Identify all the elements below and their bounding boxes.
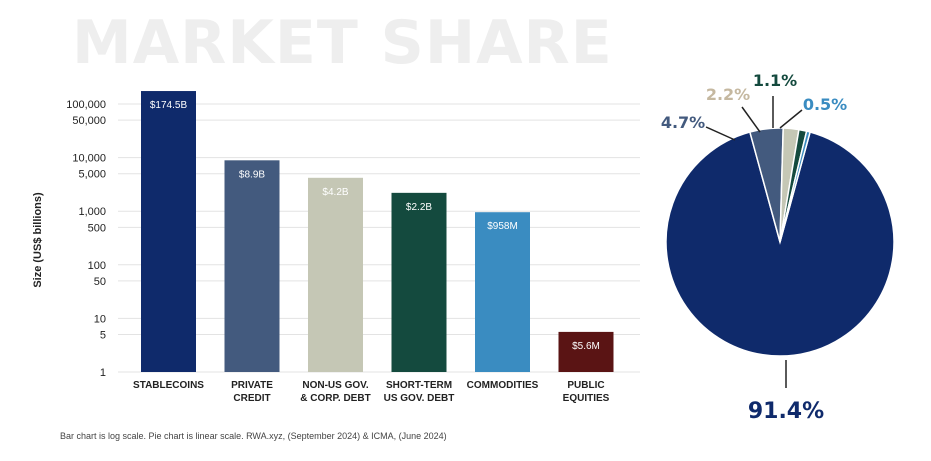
category-label: US GOV. DEBT: [384, 393, 455, 404]
pie-slice-label: 91.4%: [748, 399, 824, 424]
bar: [141, 91, 196, 372]
bar-data-label: $958M: [487, 221, 518, 232]
y-tick-label: 10,000: [72, 153, 106, 165]
pie-slice-label: 1.1%: [753, 71, 797, 90]
category-label: SHORT-TERM: [386, 380, 452, 391]
category-label: COMMODITIES: [467, 380, 539, 391]
bar: [558, 331, 614, 372]
y-tick-label: 1,000: [78, 206, 106, 218]
page-title: MARKET SHARE: [72, 8, 613, 78]
category-label: NON-US GOV.: [302, 380, 369, 391]
category-label: EQUITIES: [563, 393, 610, 404]
y-tick-label: 50,000: [72, 115, 106, 127]
category-label: STABLECOINS: [133, 380, 204, 391]
y-tick-label: 5: [100, 330, 106, 342]
pie-slice-label: 4.7%: [661, 113, 705, 132]
pie-slice: [665, 131, 895, 357]
pie-leader-line: [779, 109, 803, 129]
y-tick-label: 10: [94, 313, 106, 325]
bar-data-label: $5.6M: [572, 341, 600, 352]
y-tick-label: 500: [88, 222, 106, 234]
pie-leader-line: [741, 106, 761, 133]
category-label: PUBLIC: [567, 380, 604, 391]
pie-slice-label: 0.5%: [803, 95, 847, 114]
bar-data-label: $174.5B: [150, 100, 188, 111]
bar: [391, 192, 447, 372]
bar: [475, 212, 530, 372]
y-tick-label: 50: [94, 276, 106, 288]
category-label: PRIVATE: [231, 380, 273, 391]
category-label: CREDIT: [233, 393, 270, 404]
y-tick-label: 100,000: [66, 99, 106, 111]
bar-data-label: $2.2B: [406, 202, 432, 213]
footnote: Bar chart is log scale. Pie chart is lin…: [60, 431, 447, 441]
y-tick-label: 1: [100, 367, 106, 379]
pie-slice-label: 2.2%: [706, 85, 750, 104]
category-label: & CORP. DEBT: [300, 393, 370, 404]
bar-data-label: $8.9B: [239, 169, 265, 180]
pie-slice: [779, 130, 812, 243]
y-tick-label: 5,000: [78, 169, 106, 181]
pie-leader-line: [705, 126, 736, 141]
y-tick-label: 100: [88, 260, 106, 272]
bar-data-label: $4.2B: [322, 187, 348, 198]
bar: [224, 160, 280, 372]
bar: [308, 177, 363, 372]
